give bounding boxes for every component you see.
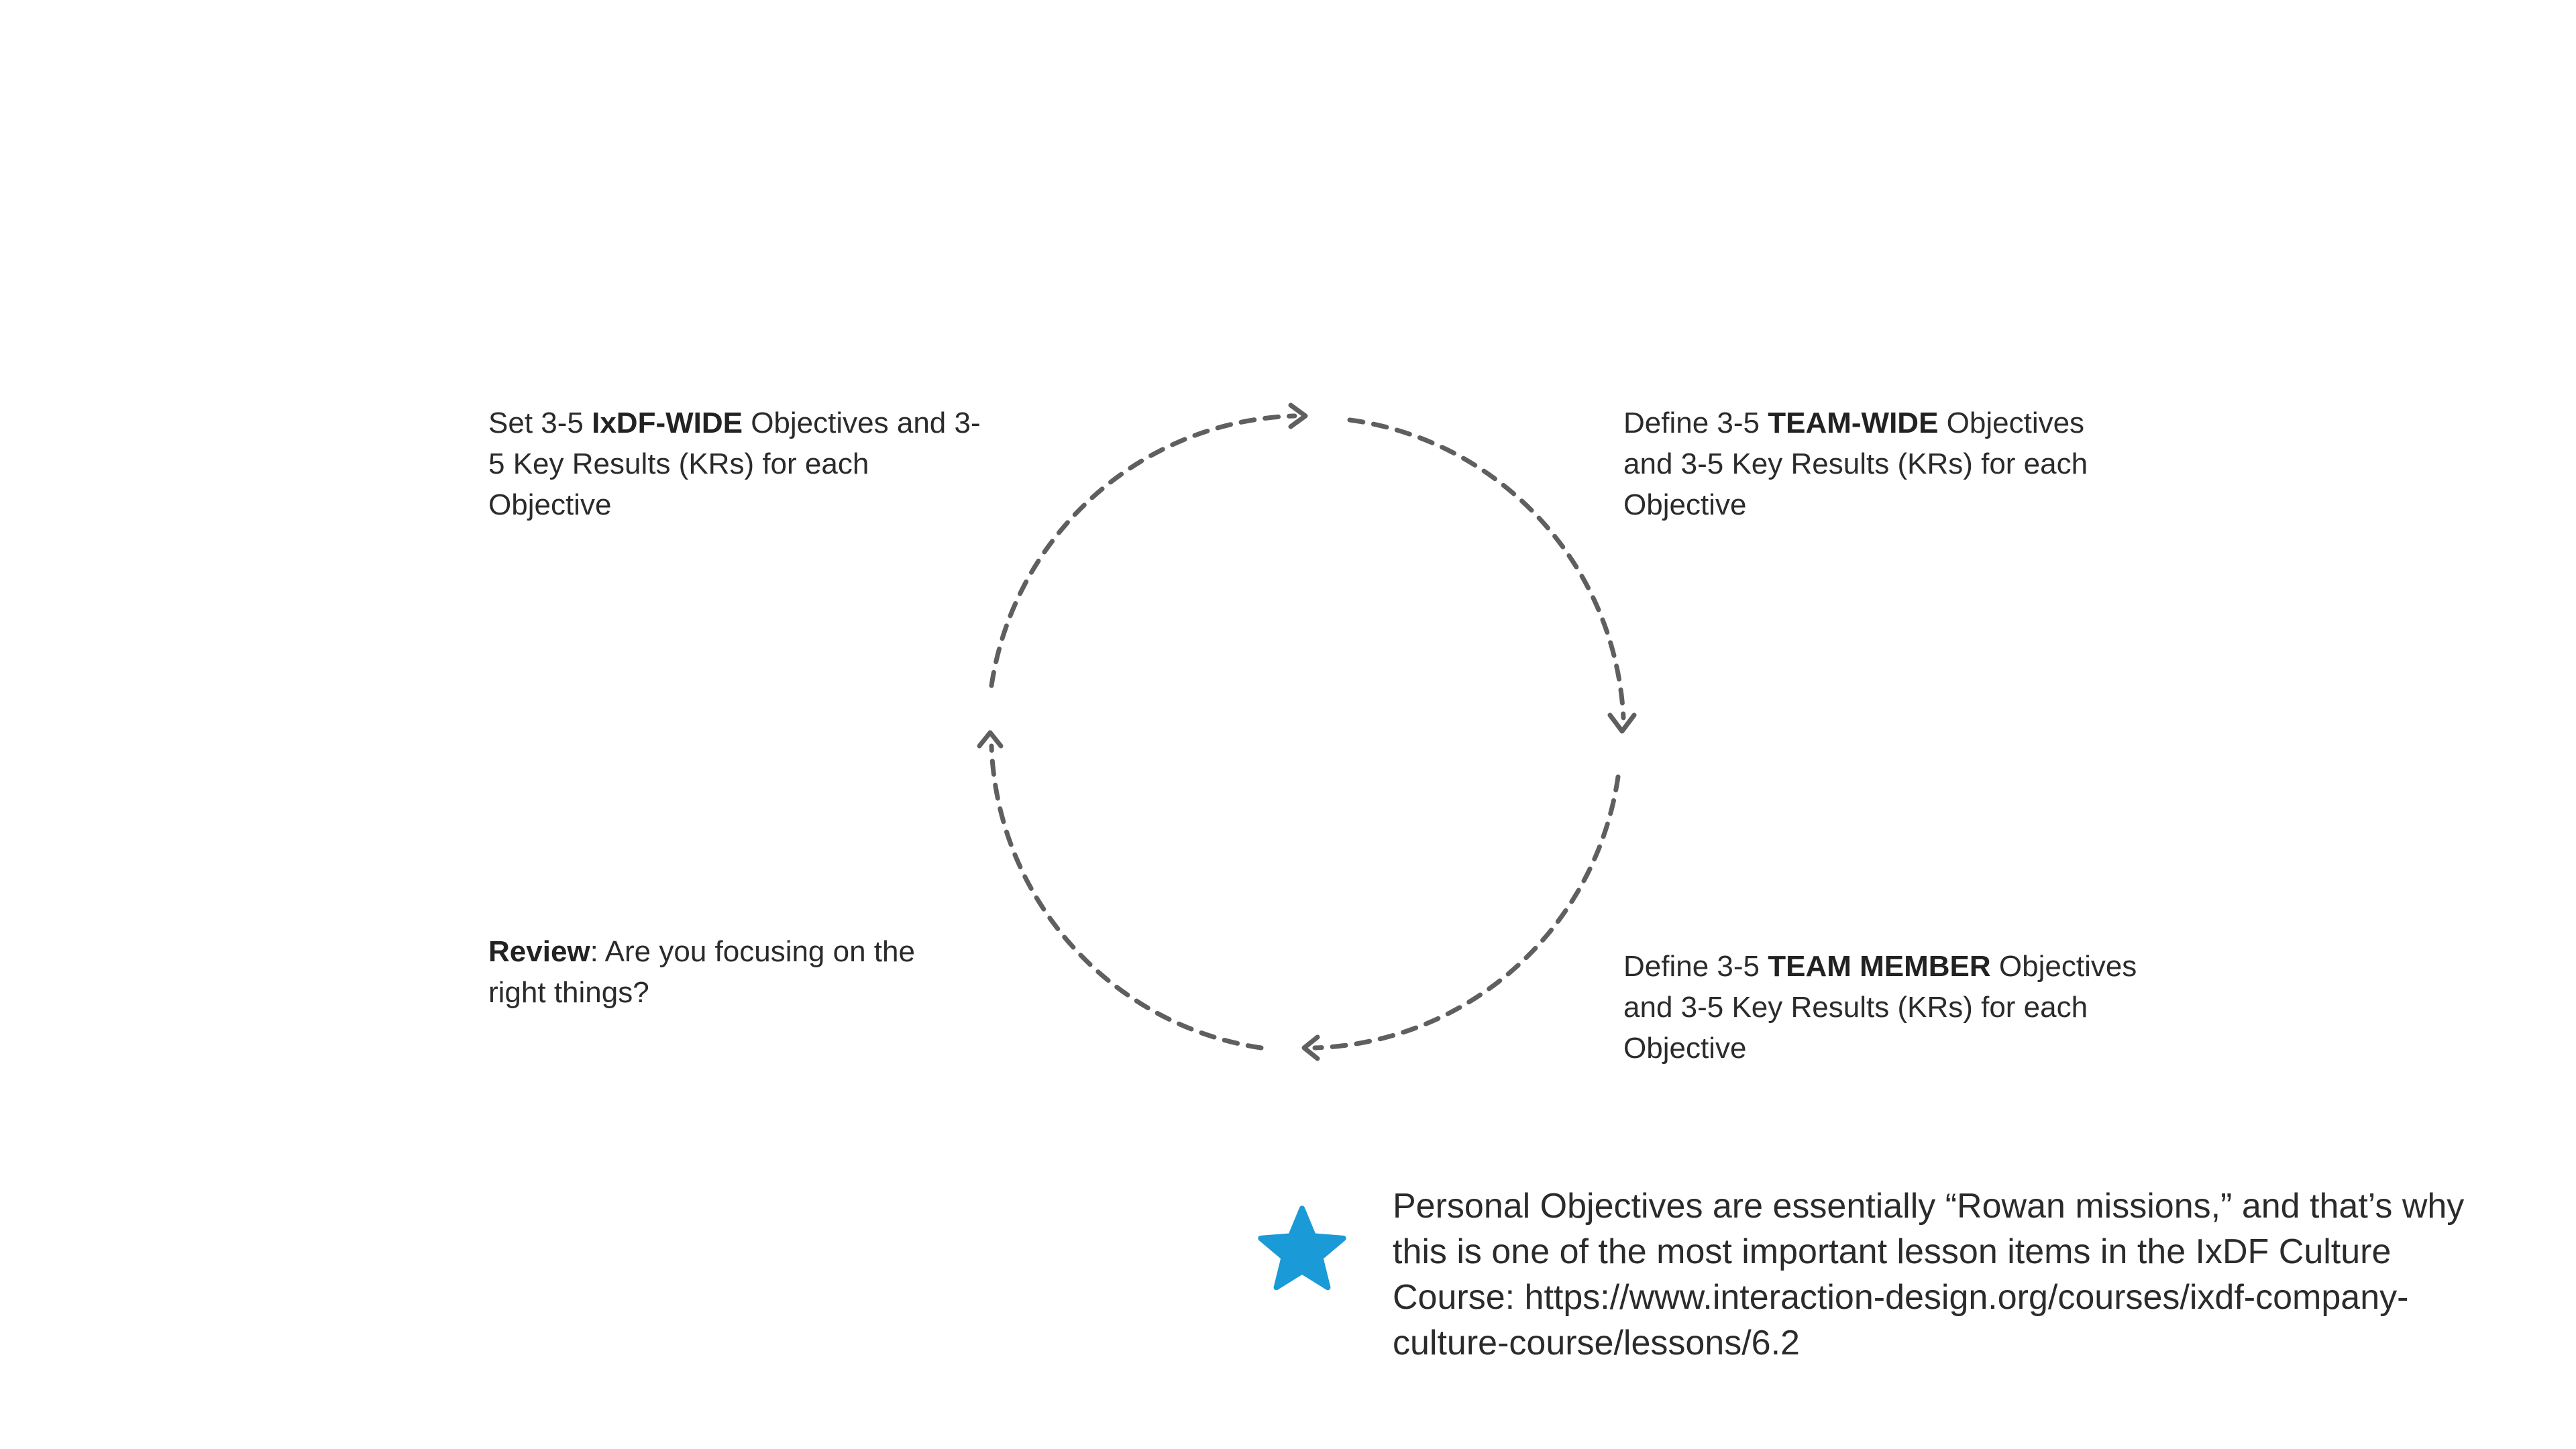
- cycle-arc-top-left: [989, 413, 1297, 688]
- star-icon: [1258, 1205, 1346, 1291]
- step-team-wide-objectives: Define 3-5 TEAM-WIDE Objectives and 3-5 …: [1623, 407, 2088, 521]
- step-review: Review: Are you focusing on the right th…: [488, 935, 915, 1009]
- arrowhead-left: [977, 730, 1004, 749]
- personal-objectives-note: Personal Objectives are essentially “Row…: [1393, 1187, 2465, 1362]
- step-ixdf-wide-objectives: Set 3-5 IxDF-WIDE Objectives and 3-5 Key…: [488, 407, 981, 521]
- cycle-arc-top-right: [1347, 417, 1626, 720]
- cycle-arc-bottom-left: [989, 743, 1264, 1051]
- step-team-member-objectives: Define 3-5 TEAM MEMBER Objectives and 3-…: [1623, 950, 2137, 1065]
- arrowhead-bottom: [1301, 1034, 1320, 1061]
- cycle-arc-bottom-right: [1312, 774, 1621, 1051]
- arrowhead-top: [1288, 402, 1308, 429]
- arrowhead-right: [1607, 712, 1637, 734]
